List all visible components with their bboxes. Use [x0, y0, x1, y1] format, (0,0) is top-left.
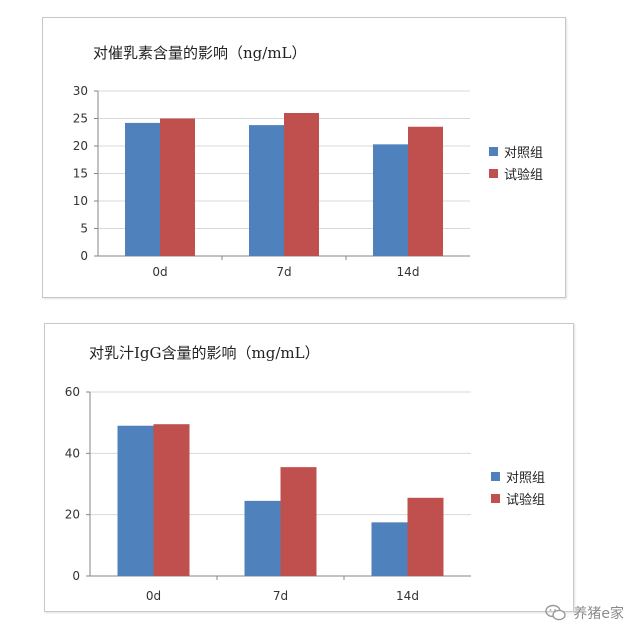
y-tick-label: 10 — [73, 194, 88, 208]
legend-item-test: 试验组 — [489, 162, 543, 184]
bar-control-0d — [117, 425, 154, 576]
wechat-icon — [545, 604, 567, 621]
bar-test-14d — [408, 126, 443, 256]
x-tick-label: 14d — [397, 265, 420, 279]
x-tick-label: 7d — [276, 265, 291, 279]
y-tick-label: 60 — [65, 385, 80, 399]
y-tick-label: 40 — [65, 446, 80, 460]
legend-item-test: 试验组 — [491, 487, 545, 509]
legend-label-control: 对照组 — [506, 470, 546, 486]
bar-test-7d — [280, 467, 317, 576]
watermark: 养猪e家 — [545, 603, 624, 623]
chart-legend: 对照组 试验组 — [489, 140, 543, 184]
bar-control-0d — [125, 122, 160, 257]
legend-item-control: 对照组 — [491, 465, 545, 487]
bar-chart-prolactin: 0 5 10 15 20 25 30 0d 7d 14d — [73, 84, 470, 279]
chart-title: 对乳汁IgG含量的影响（mg/mL） — [89, 344, 320, 362]
bar-control-7d — [244, 500, 281, 576]
chart-panel-igg: 对乳汁IgG含量的影响（mg/mL） 0 20 40 60 0d 7d 14d 对照组 试验… — [44, 323, 574, 612]
legend-label-test: 试验组 — [504, 167, 544, 183]
watermark-text: 养猪e家 — [573, 606, 624, 622]
legend-swatch-test — [489, 168, 498, 178]
bar-control-7d — [249, 125, 284, 256]
chart-legend: 对照组 试验组 — [491, 465, 545, 509]
y-tick-label: 15 — [73, 167, 88, 181]
legend-swatch-control — [491, 471, 500, 481]
bar-test-0d — [160, 118, 195, 256]
bar-control-14d — [373, 144, 408, 256]
y-tick-label: 30 — [73, 84, 88, 98]
x-tick-label: 14d — [396, 589, 419, 603]
bar-test-14d — [407, 497, 444, 576]
bar-test-0d — [153, 424, 190, 576]
legend-swatch-test — [491, 493, 500, 503]
x-tick-label: 0d — [146, 589, 161, 603]
y-tick-label: 25 — [73, 112, 88, 126]
y-tick-label: 5 — [80, 222, 88, 236]
y-tick-label: 0 — [80, 249, 88, 263]
chart-title: 对催乳素含量的影响（ng/mL） — [93, 44, 307, 62]
bar-control-14d — [371, 522, 408, 576]
legend-swatch-control — [489, 146, 498, 156]
x-tick-label: 7d — [273, 589, 288, 603]
x-tick-label: 0d — [152, 265, 167, 279]
chart-panel-prolactin: 对催乳素含量的影响（ng/mL） 0 5 10 15 20 25 30 0d 7d 14d 对照组… — [42, 17, 566, 298]
y-tick-label: 20 — [65, 508, 80, 522]
bar-test-7d — [284, 113, 319, 256]
legend-label-test: 试验组 — [506, 492, 546, 508]
y-tick-label: 20 — [73, 139, 88, 153]
bar-chart-igg: 0 20 40 60 0d 7d 14d — [65, 385, 471, 603]
legend-item-control: 对照组 — [489, 140, 543, 162]
legend-label-control: 对照组 — [504, 145, 544, 161]
y-tick-label: 0 — [72, 569, 80, 583]
